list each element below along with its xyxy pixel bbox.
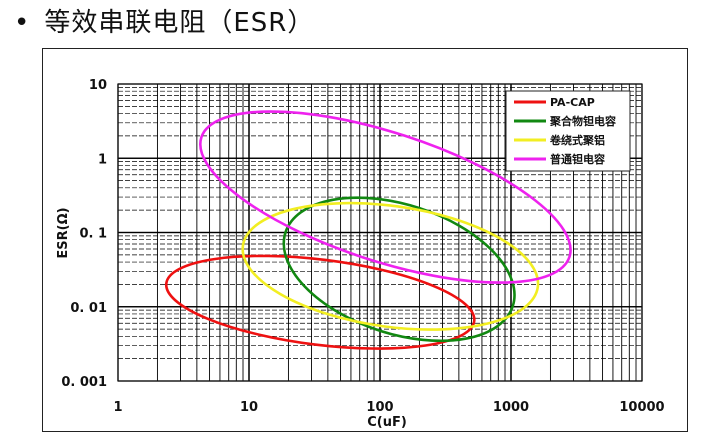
series-ellipse [282,196,516,343]
legend-label: PA-CAP [550,96,595,109]
series-ellipse [199,110,572,284]
y-tick-label: 1 [98,152,107,167]
series-ellipse [164,254,476,350]
x-tick-label: 1000 [493,400,529,415]
x-tick-label: 10 [240,400,258,415]
y-axis-label: ESR(Ω) [56,207,71,258]
y-tick-label: 0. 01 [70,301,107,316]
legend-label: 卷绕式聚铝 [549,133,605,147]
y-tick-label: 10 [89,78,107,93]
y-tick-label: 0. 001 [61,375,107,390]
y-tick-label: 0. 1 [79,227,107,242]
series-ellipses [164,110,572,350]
chart-frame [42,48,688,432]
x-tick-label: 10000 [619,400,664,415]
plot-area-border [117,83,643,382]
x-tick-label: 1 [113,400,122,415]
title-text: 等效串联电阻（ESR） [44,8,315,38]
x-tick-label: 100 [366,400,393,415]
legend-label: 聚合物钽电容 [549,114,616,128]
series-ellipse [241,201,540,331]
legend-label: 普通钽电容 [550,152,605,166]
x-axis-label: C(uF) [367,415,407,430]
tick-labels: 1 10 100 1000 10000 10 1 0. 1 0. 01 0. 001 [61,78,664,415]
slide-title: • 等效串联电阻（ESR） [14,2,314,39]
bullet-icon: • [14,8,31,38]
